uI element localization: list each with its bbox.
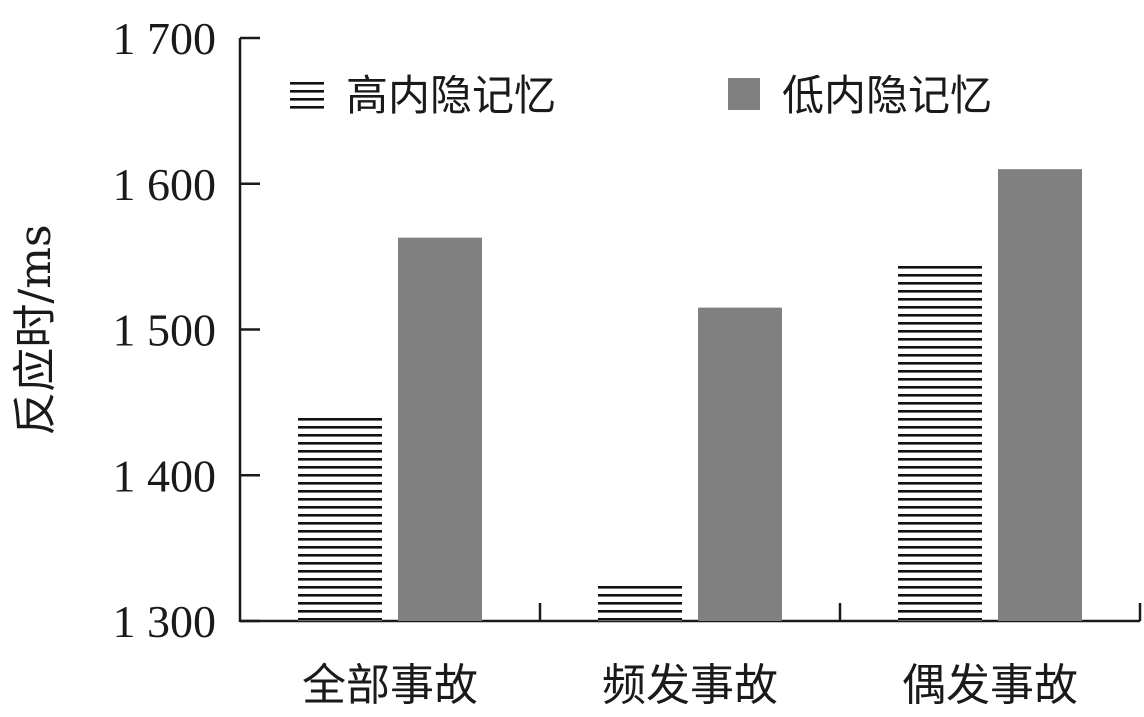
bar-low-implicit-memory (698, 307, 782, 621)
y-axis-ticks: 1 300 1 400 1 500 1 600 1 700 (113, 13, 260, 647)
category-label: 偶发事故 (902, 660, 1078, 711)
bar-high-implicit-memory (598, 581, 682, 621)
legend-label-low: 低内隐记忆 (782, 71, 992, 120)
bar-high-implicit-memory (298, 414, 382, 621)
category-label: 全部事故 (302, 660, 478, 711)
y-tick-label: 1 700 (113, 13, 217, 64)
legend-label-high: 高内隐记忆 (346, 71, 556, 120)
legend-swatch-high (290, 80, 324, 110)
bars-group (298, 169, 1082, 622)
y-tick-label: 1 600 (113, 159, 217, 210)
category-label: 频发事故 (602, 660, 778, 711)
legend-swatch-low (728, 78, 760, 110)
y-tick-label: 1 400 (113, 450, 217, 501)
y-tick-label: 1 500 (113, 305, 217, 356)
bar-low-implicit-memory (398, 237, 482, 622)
bar-low-implicit-memory (998, 169, 1082, 622)
y-axis-title: 反应时/ms (10, 224, 61, 435)
legend-item-high: 高内隐记忆 (290, 71, 556, 120)
legend-item-low: 低内隐记忆 (728, 71, 992, 120)
category-labels: 全部事故 频发事故 偶发事故 (302, 660, 1078, 711)
legend: 高内隐记忆 低内隐记忆 (290, 71, 992, 120)
bar-high-implicit-memory (898, 262, 982, 621)
x-axis-ticks (538, 603, 1142, 621)
y-tick-label: 1 300 (113, 596, 217, 647)
